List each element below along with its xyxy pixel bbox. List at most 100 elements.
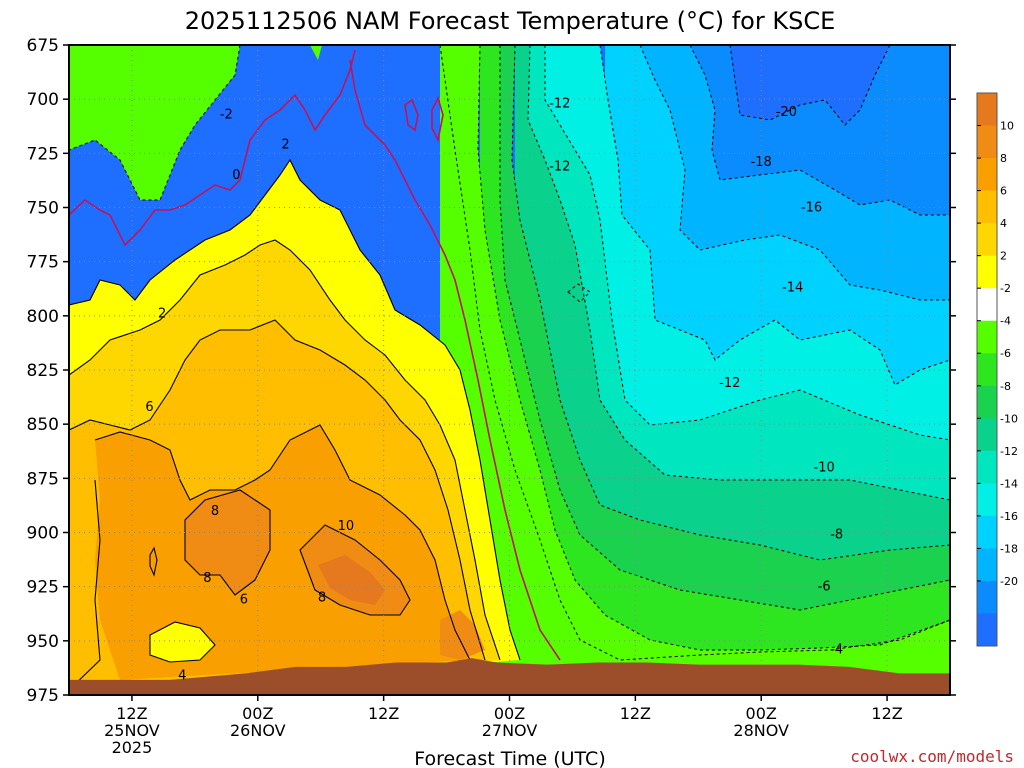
contour-lines [69,45,950,691]
y-tick-label-725: 725 [27,144,59,164]
colorbar-label-12: -16 [1000,510,1018,523]
colorbar-label-13: -18 [1000,542,1018,555]
x-tick-label-0-3: 2025 [112,738,153,757]
x-tick-label-3-2: 27NOV [482,721,538,740]
colorbar-swatch-16 [977,613,997,647]
y-tick-label-975: 975 [27,686,59,706]
contour-8c [94,424,471,661]
region-minus-6-to-minus-8 [500,45,950,695]
colorbar-swatch-11 [977,450,997,484]
contour-label-15: -16 [801,201,822,216]
contour-label-13: -20 [776,105,797,120]
x-tick-label-3-1: 00Z [494,704,525,723]
y-tick-label-700: 700 [27,90,59,110]
contour-label-14: -18 [751,155,772,170]
colorbar-label-3: 4 [1000,217,1007,230]
contour-minus-14c [599,45,950,386]
y-tick-label-950: 950 [27,632,59,652]
y-axis: 675 700 725 750 775 800 825 850 875 900 925 950 975 [27,36,956,706]
contour-label-8: 10 [338,519,355,534]
contour-label-4: 6 [145,400,153,415]
contour-6c [69,319,486,661]
contour-minus-12c [544,45,950,441]
y-tick-label-800: 800 [27,307,59,327]
colorbar-label-11: -14 [1000,477,1018,490]
contour-label-11: -12 [549,97,570,112]
contour-small-loop [149,546,158,577]
colorbar-swatch-14 [977,548,997,582]
x-tick-label-2-1: 12Z [368,704,399,723]
x-tick-label-4-1: 12Z [620,704,651,723]
colorbar-swatch-12 [977,483,997,517]
contour-0c-loop [404,98,419,132]
region-8-to-10 [95,425,470,680]
colorbar-swatch-2 [977,158,997,192]
negative-contours [69,45,950,661]
contour-4c [69,239,501,661]
y-tick-label-775: 775 [27,253,59,273]
x-tick-label-1-1: 00Z [242,704,273,723]
colorbar-swatch-0 [977,93,997,127]
contour-label-10: 4 [178,669,186,684]
contour-minus-4c [477,45,950,651]
colorbar-label-4: 2 [1000,250,1007,263]
contour-label-20: -6 [818,580,831,595]
colorbar-swatch-1 [977,125,997,159]
contour-label-2: 2 [281,138,289,153]
colorbar-swatch-10 [977,418,997,452]
contour-label-5: 8 [211,504,219,519]
region-upper-left-cold-2 [310,45,322,60]
x-tick-label-5-1: 00Z [746,704,777,723]
colorbar-swatch-4 [977,223,997,257]
colorbar-swatch-13 [977,515,997,549]
contour-label-16: -14 [782,281,803,296]
colorbar-swatch-8 [977,353,997,387]
x-tick-label-0-2: 25NOV [104,721,160,740]
colorbar-label-9: -10 [1000,412,1018,425]
contour-label-1: 0 [232,168,240,183]
contour-minus-8c [511,45,950,561]
contour-4c-pocket [149,621,216,663]
region-yellow-pocket-950 [150,622,215,662]
x-tick-label-0-1: 12Z [116,704,147,723]
colorbar-label-2: 6 [1000,185,1007,198]
colorbar: 10 8 6 4 2 -2 -4 -6 -8 -10 -12 -14 -16 -18 -20 [976,92,1018,647]
colorbar-label-1: 8 [1000,152,1007,165]
chart-title: 2025112506 NAM Forecast Temperature (°C)… [185,7,836,35]
plot-area [69,45,950,695]
x-tick-label-5-2: 28NOV [733,721,789,740]
region-10-and-above [185,490,270,595]
contour-label-0: -2 [220,107,233,122]
credit-text: coolwx.com/models [850,747,1014,766]
colorbar-label-8: -8 [1000,380,1011,393]
contour-label-17: -12 [719,376,740,391]
colorbar-swatch-9 [977,385,997,419]
contour-label-9: 8 [318,591,326,606]
y-tick-label-850: 850 [27,415,59,435]
x-tick-label-6-1: 12Z [871,704,902,723]
region-upper-left-cold [69,45,240,200]
contour-minus-2c-east [439,45,950,661]
contour-minus-2c [69,45,241,201]
colorbar-swatch-6 [977,288,997,322]
y-tick-label-900: 900 [27,524,59,544]
grid-lines [69,45,950,695]
y-tick-label-925: 925 [27,578,59,598]
colorbar-label-5: -2 [1000,282,1011,295]
contour-label-21: -4 [830,643,843,658]
y-tick-label-675: 675 [27,36,59,56]
contour-label-19: -8 [830,528,843,543]
colorbar-swatch-3 [977,190,997,224]
y-tick-label-750: 750 [27,199,59,219]
x-axis-title: Forecast Time (UTC) [414,748,605,768]
contour-minus-6c [499,45,950,611]
region-warm-near-surface [440,610,485,660]
contour-label-6: 8 [203,571,211,586]
contour-label-18: -10 [814,461,835,476]
contour-2c [69,158,521,661]
region-10-and-above-3 [318,555,385,605]
contour-8c-lower [69,479,101,691]
contour-label-7: 6 [240,593,248,608]
